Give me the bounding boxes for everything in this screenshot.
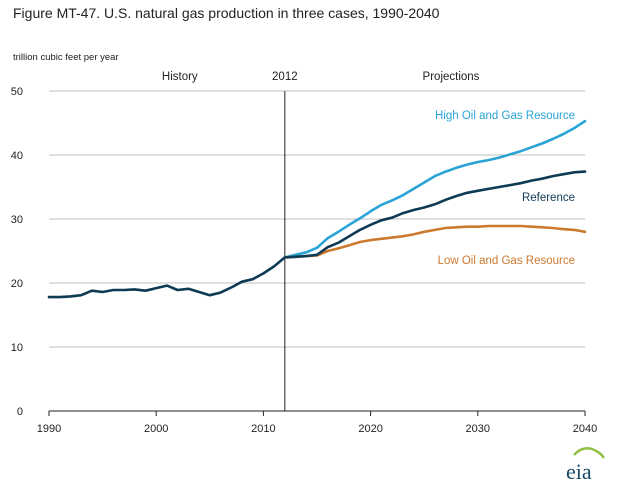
history-label: History bbox=[162, 71, 198, 83]
x-tick-label: 2000 bbox=[144, 423, 168, 435]
y-tick-label: 30 bbox=[11, 214, 23, 226]
series-label-low: Low Oil and Gas Resource bbox=[438, 255, 575, 267]
chart-title: Figure MT-47. U.S. natural gas productio… bbox=[13, 5, 440, 21]
y-tick-label: 40 bbox=[11, 150, 23, 162]
y-tick-labels: 0 10 20 30 40 50 bbox=[11, 86, 23, 418]
series-line-reference bbox=[47, 170, 587, 299]
series-lines bbox=[47, 119, 587, 299]
x-tick-label: 1990 bbox=[37, 423, 61, 435]
y-tick-label: 10 bbox=[11, 342, 23, 354]
series-label-reference: Reference bbox=[522, 192, 575, 204]
x-tick-label: 2040 bbox=[573, 423, 597, 435]
y-tick-label: 20 bbox=[11, 278, 23, 290]
x-tick-label: 2030 bbox=[466, 423, 490, 435]
series-line-low-oil-and-gas-resource bbox=[283, 224, 587, 259]
eia-logo: eia bbox=[566, 447, 605, 484]
y-tick-label: 50 bbox=[11, 86, 23, 98]
logo-text: eia bbox=[566, 459, 592, 484]
x-tick-label: 2020 bbox=[358, 423, 382, 435]
divider-year-label: 2012 bbox=[272, 71, 298, 83]
gridlines bbox=[49, 90, 585, 348]
projections-label: Projections bbox=[423, 71, 480, 83]
x-tick-labels: 1990 2000 2010 2020 2030 2040 bbox=[37, 411, 597, 435]
logo-swoosh-icon bbox=[573, 447, 605, 459]
x-tick-label: 2010 bbox=[251, 423, 275, 435]
series-label-high: High Oil and Gas Resource bbox=[435, 110, 575, 122]
y-axis-unit-label: trillion cubic feet per year bbox=[13, 52, 119, 63]
y-tick-label: 0 bbox=[17, 406, 23, 418]
series-line-high-oil-and-gas-resource bbox=[283, 119, 587, 259]
